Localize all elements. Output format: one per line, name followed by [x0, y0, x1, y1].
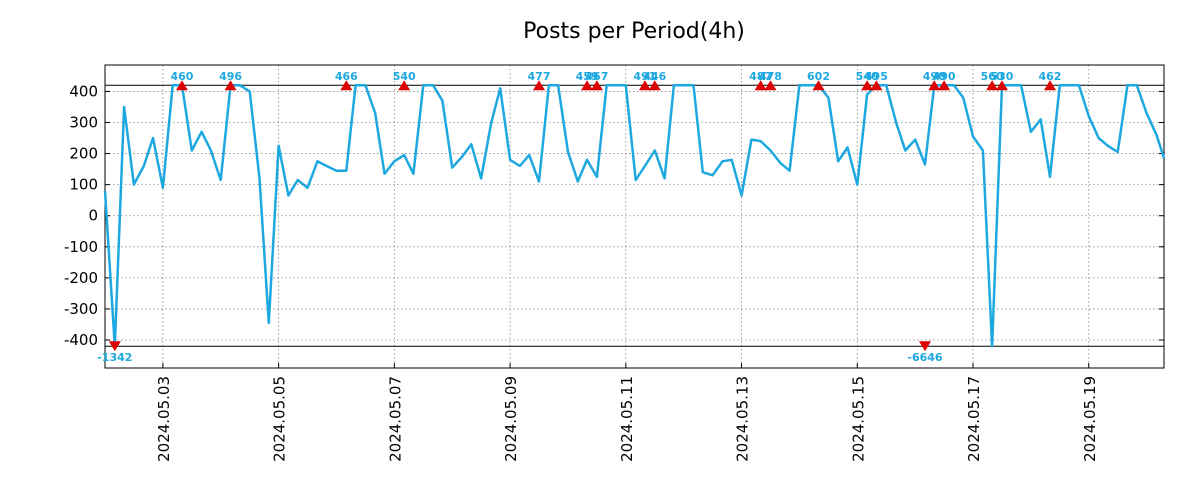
peak-high-label: 460 — [170, 70, 193, 83]
x-tick-label: 2024.05.05 — [271, 376, 289, 462]
chart-grid — [105, 65, 1164, 368]
peak-high-label: 540 — [856, 70, 879, 83]
peak-high-label: 496 — [219, 70, 242, 83]
peak-high-label: 467 — [585, 70, 608, 83]
y-tick-label: 400 — [69, 82, 98, 100]
peak-high-label: 446 — [643, 70, 666, 83]
x-tick-label: 2024.05.07 — [386, 376, 404, 462]
peak-high-label: 495 — [865, 70, 888, 83]
peak-high-marker — [861, 80, 874, 91]
peak-high-marker — [648, 80, 661, 91]
peak-low-marker — [919, 341, 932, 352]
plot-frame — [104, 64, 1165, 369]
peak-high-marker — [581, 80, 594, 91]
clip-lines — [105, 84, 1164, 347]
peak-high-marker — [638, 80, 651, 91]
peak-high-label: 459 — [576, 70, 599, 83]
y-tick-label: -300 — [64, 300, 98, 318]
peak-high-marker — [533, 80, 546, 91]
y-tick-label: 0 — [88, 207, 98, 225]
peak-high-label: 478 — [759, 70, 782, 83]
x-axis-ticks: 2024.05.03 2024.05.05 2024.05.07 2024.05.09… — [155, 363, 1099, 462]
peak-high-marker — [340, 80, 353, 91]
y-tick-label: -200 — [64, 269, 98, 287]
peak-high-marker — [870, 80, 883, 91]
peak-high-marker — [175, 80, 188, 91]
peak-high-label: 540 — [393, 70, 416, 83]
y-tick-label: 200 — [69, 145, 98, 163]
peak-low-label: -1342 — [97, 351, 132, 364]
x-tick-label: 2024.05.03 — [155, 376, 173, 462]
peak-high-label: 477 — [528, 70, 551, 83]
series-line — [103, 83, 1166, 348]
peak-high-marker — [938, 80, 951, 91]
x-tick-label: 2024.05.19 — [1081, 376, 1099, 462]
y-tick-label: -400 — [64, 331, 98, 349]
peak-high-marker — [764, 80, 777, 91]
chart-title: Posts per Period(4h) — [523, 19, 745, 44]
x-tick-label: 2024.05.17 — [965, 376, 983, 462]
peak-low-label: -6646 — [907, 351, 943, 364]
peak-high-label: 530 — [990, 70, 1013, 83]
peak-high-marker — [224, 80, 237, 91]
x-tick-label: 2024.05.15 — [849, 376, 867, 462]
peak-high-label: 487 — [749, 70, 772, 83]
peak-high-marker — [754, 80, 767, 91]
peak-high-marker — [986, 80, 999, 91]
peak-low-marker — [108, 341, 121, 352]
peak-high-label: 491 — [633, 70, 656, 83]
peak-high-marker — [590, 80, 603, 91]
x-tick-label: 2024.05.09 — [502, 376, 520, 462]
series-group — [103, 83, 1166, 348]
peak-high-marker — [995, 80, 1008, 91]
peak-high-label: 490 — [923, 70, 946, 83]
peak-high-marker — [812, 80, 825, 91]
peak-high-label: 462 — [1039, 70, 1062, 83]
peak-high-label: 560 — [981, 70, 1004, 83]
peak-high-marker — [1043, 80, 1056, 91]
y-tick-label: 300 — [69, 113, 98, 131]
x-tick-label: 2024.05.13 — [734, 376, 752, 462]
x-tick-label: 2024.05.11 — [618, 376, 636, 462]
y-axis-ticks: -400 -300 -200 -100 0 100 200 300 400 — [64, 82, 1164, 349]
y-tick-label: -100 — [64, 238, 98, 256]
peak-high-marker — [928, 80, 941, 91]
peak-high-label: 466 — [335, 70, 358, 83]
peak-high-label: 490 — [933, 70, 956, 83]
peak-high-marker — [398, 80, 411, 91]
y-tick-label: 100 — [69, 176, 98, 194]
peak-high-label: 602 — [807, 70, 830, 83]
